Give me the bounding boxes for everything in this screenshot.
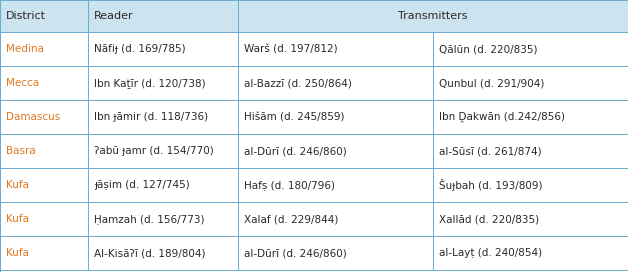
Text: Damascus: Damascus (6, 112, 60, 122)
Bar (433, 236, 628, 270)
Text: ʔabū ɟamr (d. 154/770): ʔabū ɟamr (d. 154/770) (94, 146, 214, 156)
Text: Basra: Basra (6, 146, 36, 156)
Bar (0, 134, 88, 168)
Bar (433, 32, 628, 66)
Text: Transmitters: Transmitters (398, 11, 468, 21)
Text: Mecca: Mecca (6, 78, 39, 88)
Bar (88, 32, 238, 66)
Text: Xallād (d. 220/835): Xallād (d. 220/835) (439, 214, 539, 224)
Text: al-Bazzī (d. 250/864): al-Bazzī (d. 250/864) (244, 78, 352, 88)
Bar (0, 100, 88, 134)
Bar (0, 202, 88, 236)
Text: al-Sūsī (d. 261/874): al-Sūsī (d. 261/874) (439, 146, 541, 156)
Bar (88, 0, 238, 32)
Bar (238, 0, 628, 32)
Text: Ḥamzah (d. 156/773): Ḥamzah (d. 156/773) (94, 214, 205, 224)
Bar (433, 134, 628, 168)
Bar (238, 236, 433, 270)
Text: Ibn Ḓakwān (d.242/856): Ibn Ḓakwān (d.242/856) (439, 112, 565, 122)
Text: Kufa: Kufa (6, 248, 29, 258)
Text: Xalaf (d. 229/844): Xalaf (d. 229/844) (244, 214, 338, 224)
Text: Ibn ɟāmir (d. 118/736): Ibn ɟāmir (d. 118/736) (94, 112, 208, 122)
Text: District: District (6, 11, 46, 21)
Bar (88, 134, 238, 168)
Bar (433, 100, 628, 134)
Bar (433, 168, 628, 202)
Text: Hišām (d. 245/859): Hišām (d. 245/859) (244, 112, 345, 122)
Text: Qālūn (d. 220/835): Qālūn (d. 220/835) (439, 44, 538, 54)
Text: Hafṣ (d. 180/796): Hafṣ (d. 180/796) (244, 180, 335, 190)
Text: Qunbul (d. 291/904): Qunbul (d. 291/904) (439, 78, 544, 88)
Text: Warš (d. 197/812): Warš (d. 197/812) (244, 44, 338, 54)
Text: Kufa: Kufa (6, 214, 29, 224)
Bar (0, 32, 88, 66)
Bar (238, 202, 433, 236)
Bar (238, 100, 433, 134)
Bar (433, 66, 628, 100)
Bar (238, 32, 433, 66)
Bar (238, 134, 433, 168)
Bar (0, 0, 88, 32)
Bar (238, 66, 433, 100)
Bar (433, 202, 628, 236)
Text: ɟāṣim (d. 127/745): ɟāṣim (d. 127/745) (94, 180, 190, 190)
Text: Kufa: Kufa (6, 180, 29, 190)
Bar (0, 168, 88, 202)
Bar (88, 100, 238, 134)
Text: Ibn Kaṯīr (d. 120/738): Ibn Kaṯīr (d. 120/738) (94, 78, 205, 88)
Bar (0, 66, 88, 100)
Text: Al-Kisāʔī (d. 189/804): Al-Kisāʔī (d. 189/804) (94, 248, 205, 258)
Text: al-Dūrī (d. 246/860): al-Dūrī (d. 246/860) (244, 146, 347, 156)
Bar (238, 168, 433, 202)
Text: Reader: Reader (94, 11, 134, 21)
Text: al-Layṭ (d. 240/854): al-Layṭ (d. 240/854) (439, 248, 542, 258)
Bar (0, 236, 88, 270)
Bar (88, 66, 238, 100)
Bar (88, 202, 238, 236)
Bar (88, 168, 238, 202)
Text: Šuɟbah (d. 193/809): Šuɟbah (d. 193/809) (439, 179, 543, 191)
Text: Nāfiɟ (d. 169/785): Nāfiɟ (d. 169/785) (94, 44, 186, 54)
Bar (88, 236, 238, 270)
Text: Medina: Medina (6, 44, 44, 54)
Text: al-Dūrī (d. 246/860): al-Dūrī (d. 246/860) (244, 248, 347, 258)
